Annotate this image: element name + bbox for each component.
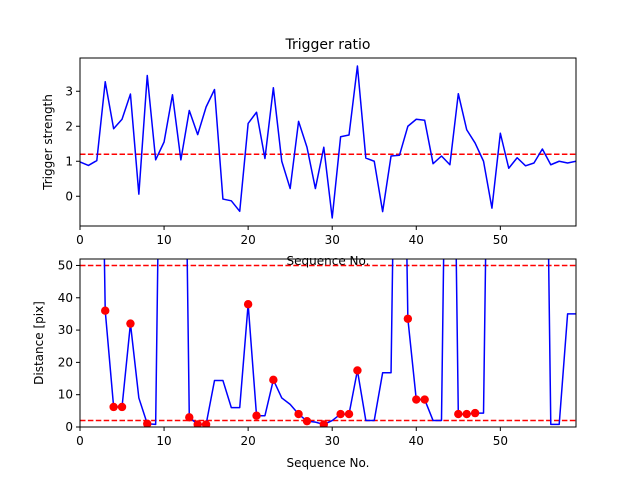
distance-xtick-label-30: 30 [325, 434, 340, 448]
distance-marker-0 [101, 306, 110, 315]
distance-marker-22 [470, 408, 480, 418]
distance-xlabel: Sequence No. [287, 456, 370, 470]
distance-marker-1 [109, 402, 118, 412]
trigger-ratio-xlabel: Sequence No. [287, 254, 370, 268]
distance-marker-7 [201, 420, 211, 427]
distance-marker-9 [252, 411, 261, 420]
distance-ytick-label-0: 0 [65, 420, 73, 434]
distance-xtick-label-50: 50 [493, 434, 508, 448]
trigger-ratio-ytick-label-3: 3 [65, 84, 73, 98]
distance-marker-11 [294, 409, 303, 419]
distance-marker-15 [344, 409, 354, 419]
distance-marker-14 [336, 409, 345, 419]
distance-marker-18 [412, 395, 421, 404]
trigger-ratio-panel: Trigger ratio Sequence No. Trigger stren… [41, 37, 577, 268]
trigger-ratio-plot-area [80, 65, 576, 219]
distance-ytick-label-10: 10 [58, 388, 73, 402]
trigger-ratio-axes-frame [79, 57, 577, 227]
distance-axes-frame [79, 258, 577, 428]
distance-marker-16 [353, 366, 362, 375]
trigger-ratio-xtick-label-30: 30 [325, 233, 340, 247]
trigger-ratio-title: Trigger ratio [284, 37, 370, 53]
distance-marker-17 [403, 314, 413, 323]
distance-marker-6 [193, 420, 202, 427]
distance-marker-12 [302, 416, 312, 426]
distance-marker-5 [185, 413, 194, 422]
distance-marker-13 [319, 420, 328, 427]
distance-xtick-label-0: 0 [76, 434, 84, 448]
distance-ytick-label-20: 20 [58, 355, 73, 369]
distance-marker-8 [243, 300, 253, 309]
distance-xtick-label-20: 20 [240, 434, 255, 448]
distance-marker-2 [117, 402, 127, 412]
distance-series-line [103, 259, 576, 426]
distance-xtick-label-40: 40 [409, 434, 424, 448]
distance-ytick-label-40: 40 [58, 291, 73, 305]
distance-ylabel: Distance [pix] [32, 301, 46, 385]
distance-marker-4 [143, 419, 152, 427]
distance-ytick-label-30: 30 [58, 323, 73, 337]
trigger-ratio-ytick-label-0: 0 [65, 189, 73, 203]
distance-marker-20 [454, 409, 463, 419]
trigger-ratio-xtick-label-0: 0 [76, 233, 84, 247]
trigger-ratio-ytick-label-1: 1 [65, 154, 73, 168]
trigger-ratio-xtick-label-20: 20 [240, 233, 255, 247]
trigger-ratio-ylabel: Trigger strength [41, 94, 55, 191]
trigger-ratio-xtick-label-50: 50 [493, 233, 508, 247]
distance-marker-21 [462, 409, 471, 419]
distance-marker-3 [126, 319, 135, 328]
distance-xtick-label-10: 10 [156, 434, 171, 448]
trigger-ratio-xtick-label-40: 40 [409, 233, 424, 247]
trigger-ratio-series-line [80, 65, 576, 219]
trigger-ratio-xtick-label-10: 10 [156, 233, 171, 247]
distance-panel: Sequence No. Distance [pix] 0 10 20 30 40 50 0… [32, 258, 577, 470]
distance-marker-19 [420, 395, 429, 404]
trigger-ratio-ytick-label-2: 2 [65, 119, 73, 133]
distance-marker-10 [269, 375, 278, 385]
distance-ytick-label-50: 50 [58, 258, 73, 272]
distance-plot-area [80, 259, 576, 427]
